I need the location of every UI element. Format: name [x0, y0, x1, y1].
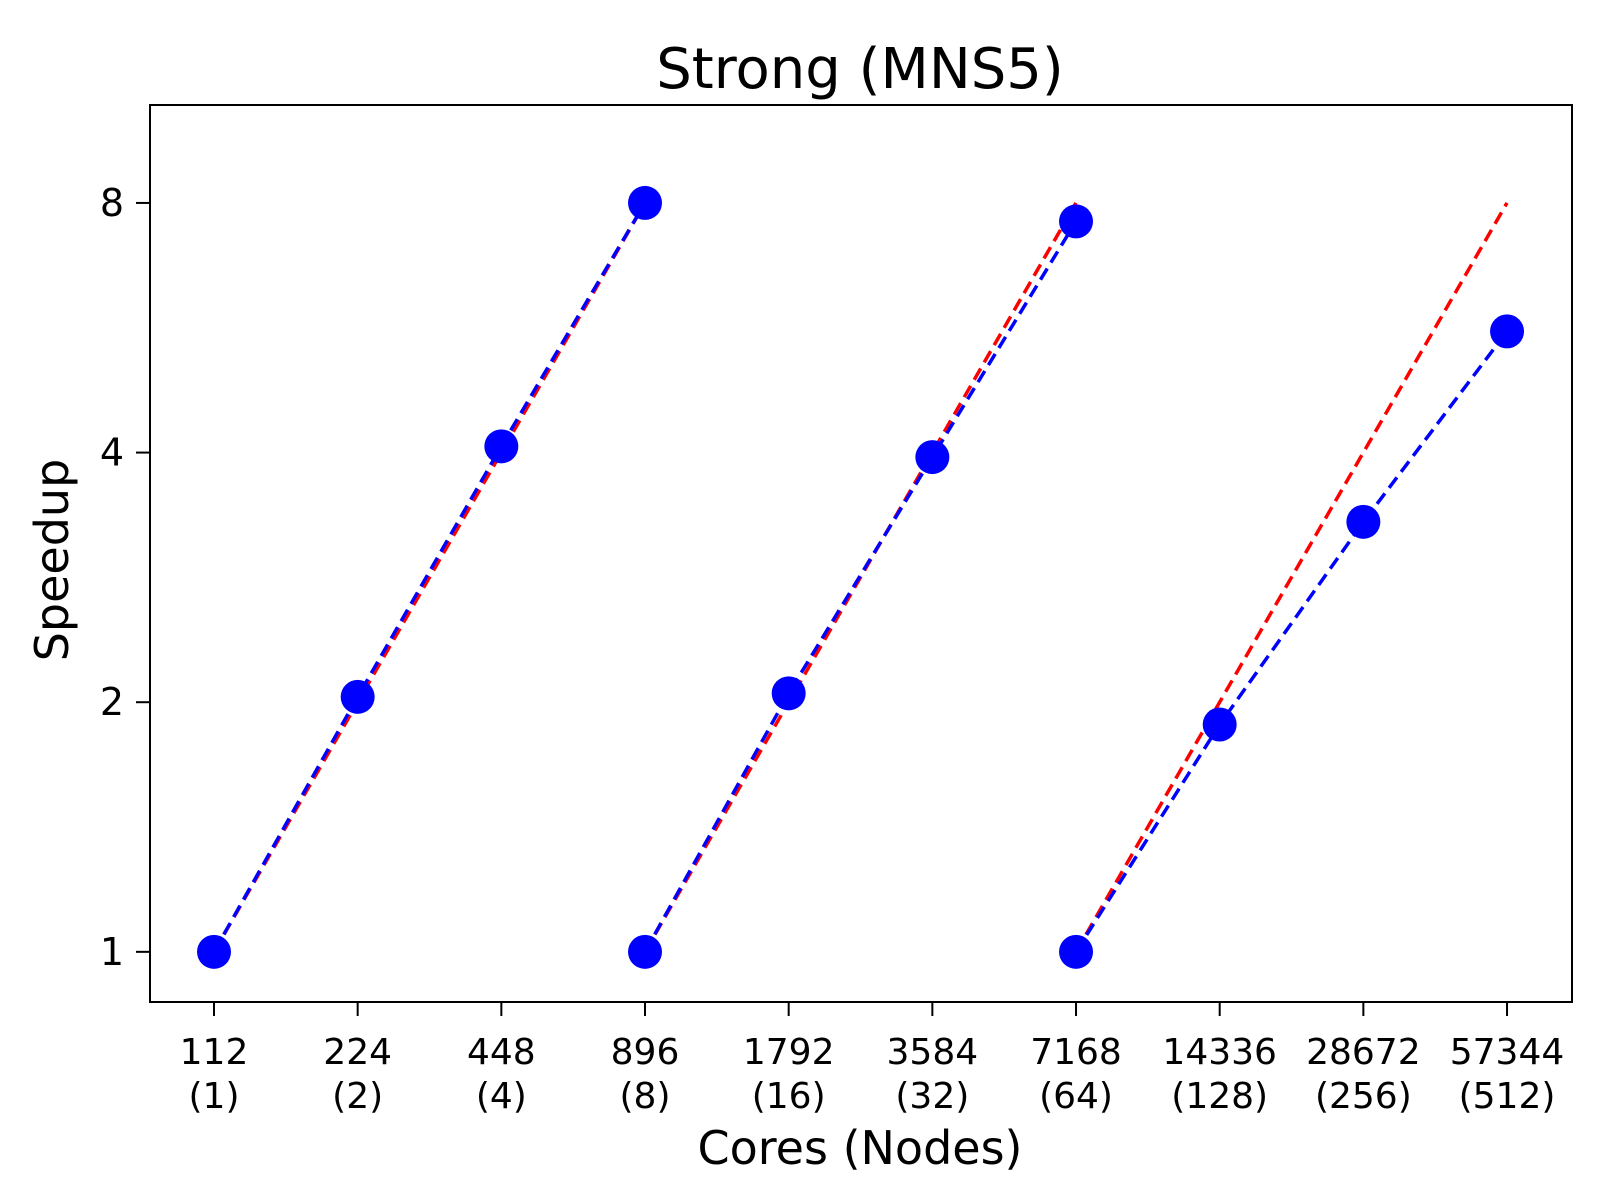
measured-speedup-point	[1202, 707, 1237, 742]
x-tick-label-nodes: (32)	[895, 1076, 969, 1117]
x-tick-label-nodes: (256)	[1315, 1076, 1412, 1117]
x-axis-label: Cores (Nodes)	[698, 1121, 1023, 1175]
y-axis-label: Speedup	[25, 459, 79, 662]
measured-speedup-point	[1059, 934, 1094, 969]
measured-speedup-point	[484, 429, 519, 464]
measured-speedup-point	[628, 934, 663, 969]
x-tick-label-nodes: (16)	[752, 1076, 826, 1117]
measured-speedup-point	[1490, 314, 1525, 349]
x-tick-label-nodes: (4)	[476, 1076, 527, 1117]
ideal-speedup-line	[1074, 202, 1509, 953]
measured-speedup-line	[212, 202, 647, 953]
measured-speedup-point	[197, 934, 231, 969]
x-tick-label-nodes: (8)	[620, 1076, 671, 1117]
plot-frame	[149, 104, 1573, 1003]
x-tick-label-nodes: (1)	[189, 1076, 240, 1117]
measured-speedup-point	[628, 185, 663, 220]
measured-points	[197, 185, 1525, 969]
x-tick-label-cores: 28672	[1306, 1032, 1421, 1073]
measured-speedup-point	[340, 679, 375, 714]
measured-speedup-point	[915, 440, 950, 475]
x-tick-label-cores: 896	[611, 1032, 680, 1073]
x-tick-label-nodes: (128)	[1171, 1076, 1268, 1117]
x-tick-label-nodes: (512)	[1459, 1076, 1556, 1117]
x-tick-label-cores: 3584	[887, 1032, 979, 1073]
chart-title: Strong (MNS5)	[656, 37, 1063, 102]
measured-speedup-line	[1074, 330, 1509, 953]
y-axis: 1 2 4 8	[100, 181, 150, 974]
measured-lines	[212, 202, 1509, 953]
x-axis: 112(1) 224(2) 448(4) 896(8) 1792(16) 3584(32)…	[180, 1002, 1565, 1117]
y-tick-label: 2	[100, 680, 124, 724]
measured-speedup-line	[643, 220, 1078, 953]
x-tick-label-cores: 112	[180, 1032, 249, 1073]
x-tick-label-cores: 1792	[743, 1032, 835, 1073]
y-tick-label: 8	[100, 181, 124, 225]
y-tick-label: 4	[100, 431, 124, 475]
measured-speedup-point	[771, 676, 806, 711]
measured-speedup-point	[1059, 204, 1094, 239]
x-tick-label-nodes: (2)	[332, 1076, 383, 1117]
x-tick-label-nodes: (64)	[1039, 1076, 1113, 1117]
x-tick-label-cores: 14336	[1162, 1032, 1277, 1073]
x-tick-label-cores: 7168	[1030, 1032, 1122, 1073]
x-tick-label-cores: 224	[323, 1032, 392, 1073]
x-tick-label-cores: 57344	[1450, 1032, 1565, 1073]
measured-speedup-point	[1346, 504, 1381, 539]
x-tick-label-cores: 448	[467, 1032, 536, 1073]
y-tick-label: 1	[100, 930, 124, 974]
